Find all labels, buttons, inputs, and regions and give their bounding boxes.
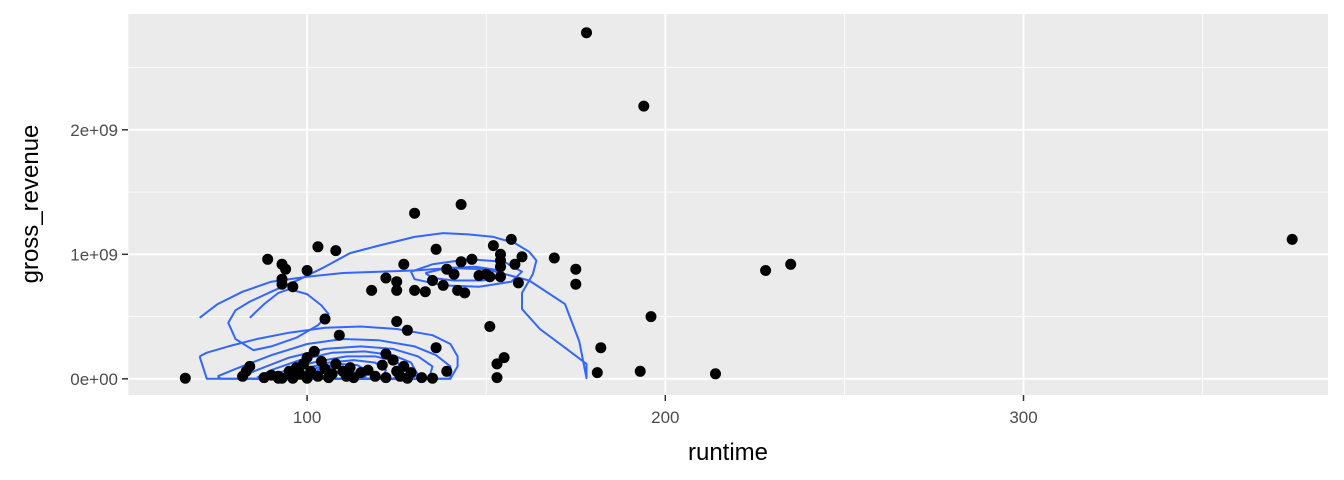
data-point xyxy=(366,284,378,296)
data-point xyxy=(455,256,467,268)
data-point xyxy=(409,284,421,296)
x-axis-title: runtime xyxy=(688,439,768,466)
data-point xyxy=(634,365,646,377)
minor-grid xyxy=(127,14,1328,395)
data-point xyxy=(459,287,471,299)
data-point xyxy=(276,278,288,290)
data-point xyxy=(595,342,607,354)
data-point xyxy=(548,252,560,264)
data-point xyxy=(484,321,496,332)
data-point xyxy=(512,277,524,289)
y-tick-label: 0e+00 xyxy=(70,370,118,389)
data-point xyxy=(484,271,496,283)
scatter-points xyxy=(179,27,1298,384)
data-point xyxy=(287,281,299,293)
data-point xyxy=(312,241,324,253)
data-point xyxy=(419,286,431,298)
data-point xyxy=(505,233,517,245)
data-point xyxy=(581,27,592,39)
data-point xyxy=(516,251,528,263)
data-point xyxy=(391,284,403,296)
data-point xyxy=(405,367,417,379)
data-point xyxy=(570,278,582,290)
data-point xyxy=(380,348,392,360)
data-point xyxy=(416,372,428,384)
data-point xyxy=(430,243,442,255)
data-point xyxy=(455,199,467,210)
y-tick-label: 2e+09 xyxy=(70,121,118,140)
data-point xyxy=(391,276,403,288)
data-point xyxy=(301,352,313,364)
data-point xyxy=(380,372,392,384)
data-point xyxy=(491,358,503,370)
data-point xyxy=(491,372,503,384)
x-tick-label: 100 xyxy=(293,408,321,427)
data-point xyxy=(466,253,478,265)
data-point xyxy=(330,245,342,257)
data-point xyxy=(591,367,603,379)
data-point xyxy=(1286,233,1298,245)
data-point xyxy=(495,248,506,260)
data-point xyxy=(785,258,797,270)
data-point xyxy=(398,258,410,270)
data-point xyxy=(287,372,299,384)
data-point xyxy=(380,272,392,284)
data-point xyxy=(369,370,381,382)
data-point xyxy=(244,360,256,372)
y-axis: 0e+00 1e+09 2e+09 xyxy=(70,121,128,389)
x-axis: 100 200 300 xyxy=(293,395,1038,427)
data-point xyxy=(638,100,650,112)
data-point xyxy=(430,342,442,354)
y-tick-label: 1e+09 xyxy=(70,245,118,264)
data-point xyxy=(362,364,374,376)
x-tick-label: 200 xyxy=(651,408,679,427)
data-point xyxy=(312,370,324,382)
data-point xyxy=(710,368,721,380)
data-point xyxy=(308,345,320,357)
data-point xyxy=(409,207,421,219)
data-point xyxy=(495,271,506,283)
data-point xyxy=(319,313,331,325)
data-point xyxy=(280,263,292,275)
panel-background xyxy=(128,14,1328,395)
data-point xyxy=(401,324,413,336)
data-point xyxy=(179,372,191,384)
data-point xyxy=(330,358,342,370)
data-point xyxy=(441,365,453,377)
data-point xyxy=(427,275,438,286)
x-tick-label: 300 xyxy=(1009,408,1037,427)
data-point xyxy=(398,360,410,372)
data-point xyxy=(272,372,284,384)
data-point xyxy=(376,359,388,371)
data-point xyxy=(498,352,510,364)
data-point xyxy=(760,265,772,276)
data-point xyxy=(570,263,582,275)
data-point xyxy=(326,368,338,380)
data-point xyxy=(391,316,403,327)
data-point xyxy=(344,362,356,374)
data-point xyxy=(333,329,345,341)
data-point xyxy=(509,258,521,270)
data-point xyxy=(487,240,499,252)
data-point xyxy=(301,265,313,276)
data-point xyxy=(437,279,449,291)
data-point xyxy=(427,372,438,384)
data-point xyxy=(448,268,460,280)
y-axis-title: gross_revenue xyxy=(17,125,44,284)
data-point xyxy=(645,311,657,323)
density-contour-line xyxy=(198,232,588,380)
data-point xyxy=(262,253,274,265)
data-point xyxy=(387,354,399,366)
